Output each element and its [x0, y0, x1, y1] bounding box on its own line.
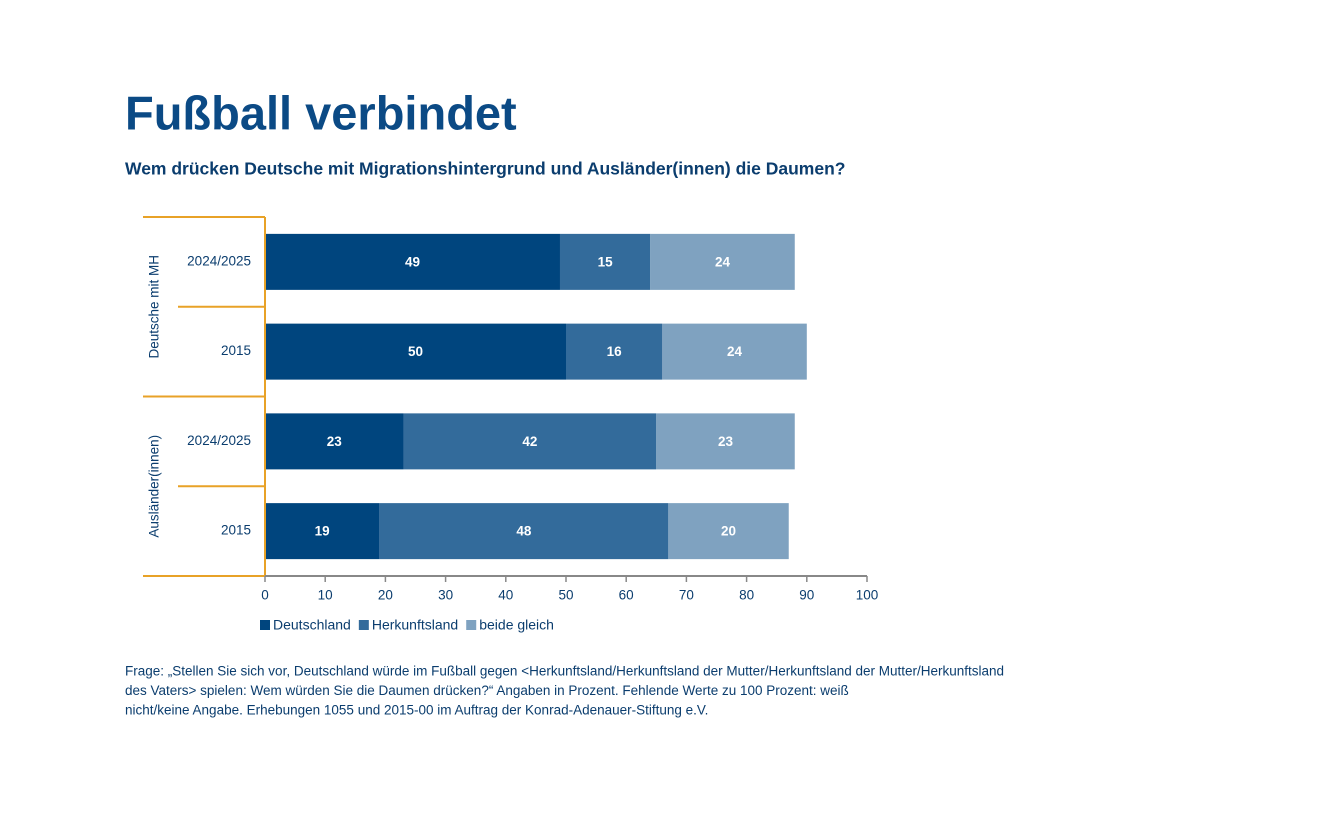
chart-subtitle: Wem drücken Deutsche mit Migrationshinte…: [125, 159, 845, 179]
chart-title: Fußball verbindet: [125, 86, 517, 139]
bar-segment: [566, 323, 663, 380]
x-tick-label: 10: [318, 588, 333, 603]
x-tick-label: 30: [438, 588, 453, 603]
value-label: 23: [718, 434, 734, 449]
value-label: 50: [408, 344, 423, 359]
value-label: 15: [598, 254, 614, 269]
x-tick-label: 0: [261, 588, 269, 603]
bar-segment: [668, 503, 789, 560]
bar-segment: [559, 233, 651, 290]
bar-segment: [379, 503, 669, 560]
legend-label: beide gleich: [479, 617, 554, 633]
bar-segment: [265, 413, 404, 470]
value-label: 19: [315, 524, 330, 539]
value-label: 16: [607, 344, 623, 359]
value-label: 49: [405, 254, 420, 269]
bar-segment: [265, 233, 560, 290]
x-tick-label: 70: [679, 588, 694, 603]
value-label: 24: [727, 344, 743, 359]
x-tick-label: 50: [558, 588, 573, 603]
note-line: Frage: „Stellen Sie sich vor, Deutschlan…: [125, 664, 1004, 679]
x-tick-label: 20: [378, 588, 393, 603]
value-label: 23: [327, 434, 343, 449]
bar-segment: [403, 413, 657, 470]
bar-segment: [265, 503, 380, 560]
legend-swatch: [260, 620, 270, 630]
group-label: Ausländer(innen): [147, 435, 162, 538]
x-tick-label: 80: [739, 588, 754, 603]
value-label: 48: [516, 524, 532, 539]
note-line: nicht/keine Angabe. Erhebungen 1055 und …: [125, 703, 708, 718]
x-tick-label: 40: [498, 588, 513, 603]
value-label: 24: [715, 254, 731, 269]
note-line: des Vaters> spielen: Wem würden Sie die …: [125, 683, 849, 698]
value-label: 20: [721, 524, 736, 539]
bar-segment: [662, 323, 807, 380]
bar-segment: [656, 413, 795, 470]
value-label: 42: [522, 434, 537, 449]
x-tick-label: 60: [619, 588, 634, 603]
legend-swatch: [358, 620, 369, 630]
group-label: Deutsche mit MH: [147, 255, 162, 359]
legend-label: Herkunftsland: [372, 617, 458, 633]
legend-label: Deutschland: [273, 617, 351, 633]
y-tick-label: 2024/2025: [187, 433, 251, 448]
y-tick-label: 2015: [221, 343, 251, 358]
x-tick-label: 100: [856, 588, 879, 603]
bar-segment: [650, 233, 795, 290]
bar-segment: [265, 323, 566, 380]
y-tick-label: 2024/2025: [187, 253, 251, 268]
y-tick-label: 2015: [221, 523, 251, 538]
legend-swatch: [466, 620, 477, 630]
x-tick-label: 90: [799, 588, 814, 603]
